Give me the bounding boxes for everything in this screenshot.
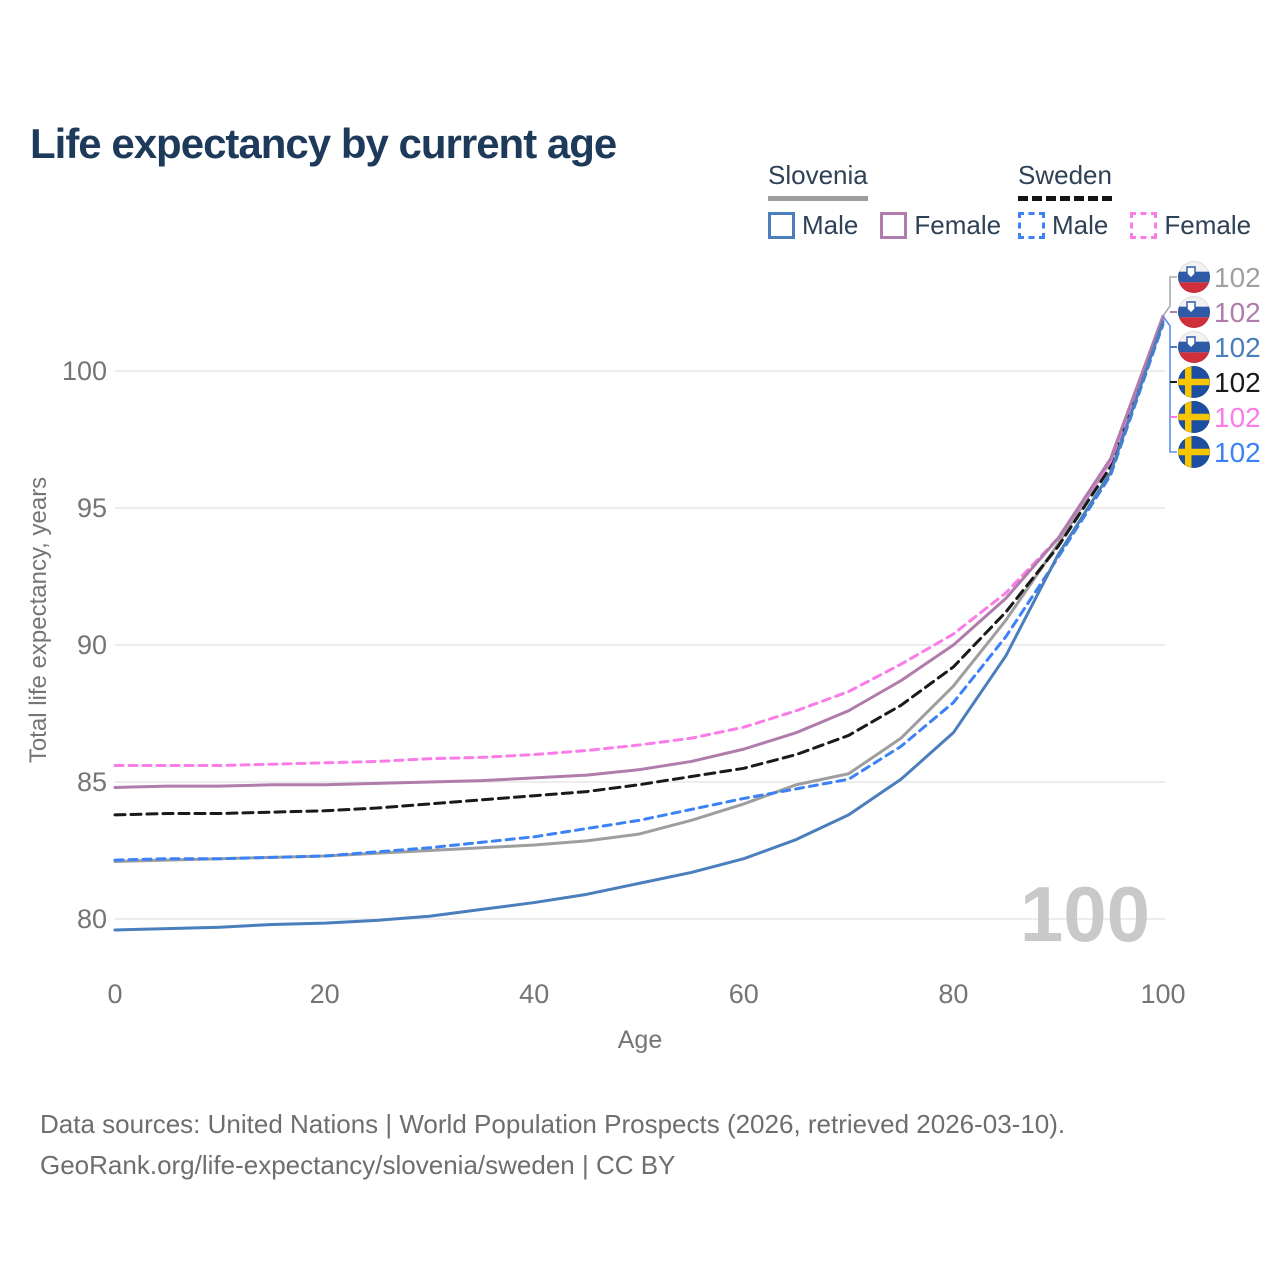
end-label-row: 102 — [1214, 262, 1261, 293]
end-label-connector — [1162, 276, 1177, 317]
page-title: Life expectancy by current age — [30, 120, 617, 168]
x-tick-label: 80 — [938, 979, 968, 1009]
end-label-value: 102 — [1214, 332, 1261, 363]
flag-icon-sweden — [1178, 436, 1210, 468]
end-label-row: 102 — [1214, 332, 1261, 363]
data-sources-text: Data sources: United Nations | World Pop… — [40, 1109, 1066, 1139]
y-tick-label: 100 — [62, 356, 107, 386]
end-label-value: 102 — [1214, 437, 1261, 468]
legend-group-slovenia: Slovenia Male Female — [768, 160, 1001, 241]
legend-item-label: Male — [1052, 210, 1109, 240]
x-tick-label: 60 — [729, 979, 759, 1009]
legend-group-label-sweden[interactable]: Sweden — [1018, 160, 1112, 201]
flag-icon-slovenia — [1178, 261, 1210, 293]
sweden-female-line-swatch — [1130, 212, 1158, 239]
end-label-value: 102 — [1214, 262, 1261, 293]
y-tick-label: 80 — [77, 904, 107, 934]
legend-item-sweden-female[interactable]: Female — [1130, 210, 1251, 241]
legend-item-label: Female — [1164, 210, 1252, 240]
slovenia-female-line-swatch — [880, 212, 908, 239]
legend-group-label-slovenia[interactable]: Slovenia — [768, 160, 868, 201]
flag-icon-sweden — [1178, 366, 1210, 398]
georank-attribution-link[interactable]: GeoRank.org/life-expectancy/slovenia/swe… — [40, 1150, 676, 1180]
end-label-row: 102 — [1214, 297, 1261, 328]
series-line-slovenia-male — [113, 320, 1165, 932]
end-label-value: 102 — [1214, 297, 1261, 328]
series-line-sweden-female — [113, 317, 1165, 768]
legend-item-label: Male — [802, 210, 859, 240]
y-tick-label: 90 — [77, 630, 107, 660]
flag-icon-sweden — [1178, 401, 1210, 433]
sweden-male-line-swatch — [1018, 212, 1045, 239]
x-tick-label: 0 — [107, 979, 122, 1009]
series-line-sweden-male — [113, 322, 1165, 862]
legend-item-label: Female — [914, 210, 1002, 240]
x-tick-label: 40 — [519, 979, 549, 1009]
slovenia-male-line-swatch — [768, 212, 795, 239]
end-label-row: 102 — [1214, 367, 1261, 398]
y-tick-label: 85 — [77, 767, 107, 797]
end-label-connector — [1162, 315, 1177, 453]
y-axis-title: Total life expectancy, years — [25, 477, 52, 763]
legend-item-slovenia-female[interactable]: Female — [880, 210, 1001, 241]
flag-icon-slovenia — [1178, 331, 1210, 363]
series-line-sweden — [113, 320, 1165, 817]
x-tick-label: 20 — [310, 979, 340, 1009]
x-tick-label: 100 — [1140, 979, 1185, 1009]
legend-item-slovenia-male[interactable]: Male — [768, 210, 858, 241]
legend-group-sweden: Sweden Male Female — [1018, 160, 1251, 241]
legend-item-sweden-male[interactable]: Male — [1018, 210, 1108, 241]
end-label-value: 102 — [1214, 367, 1261, 398]
x-axis-title: Age — [618, 1026, 662, 1054]
chart-footer: Data sources: United Nations | World Pop… — [40, 1104, 1065, 1186]
end-label-value: 102 — [1214, 402, 1261, 433]
series-line-slovenia — [113, 317, 1165, 863]
flag-icon-slovenia — [1178, 296, 1210, 328]
watermark-age-counter: 100 — [1020, 870, 1150, 958]
end-label-row: 102 — [1214, 437, 1261, 468]
y-tick-label: 95 — [77, 493, 107, 523]
series-line-slovenia-female — [113, 314, 1165, 789]
end-label-row: 102 — [1214, 402, 1261, 433]
